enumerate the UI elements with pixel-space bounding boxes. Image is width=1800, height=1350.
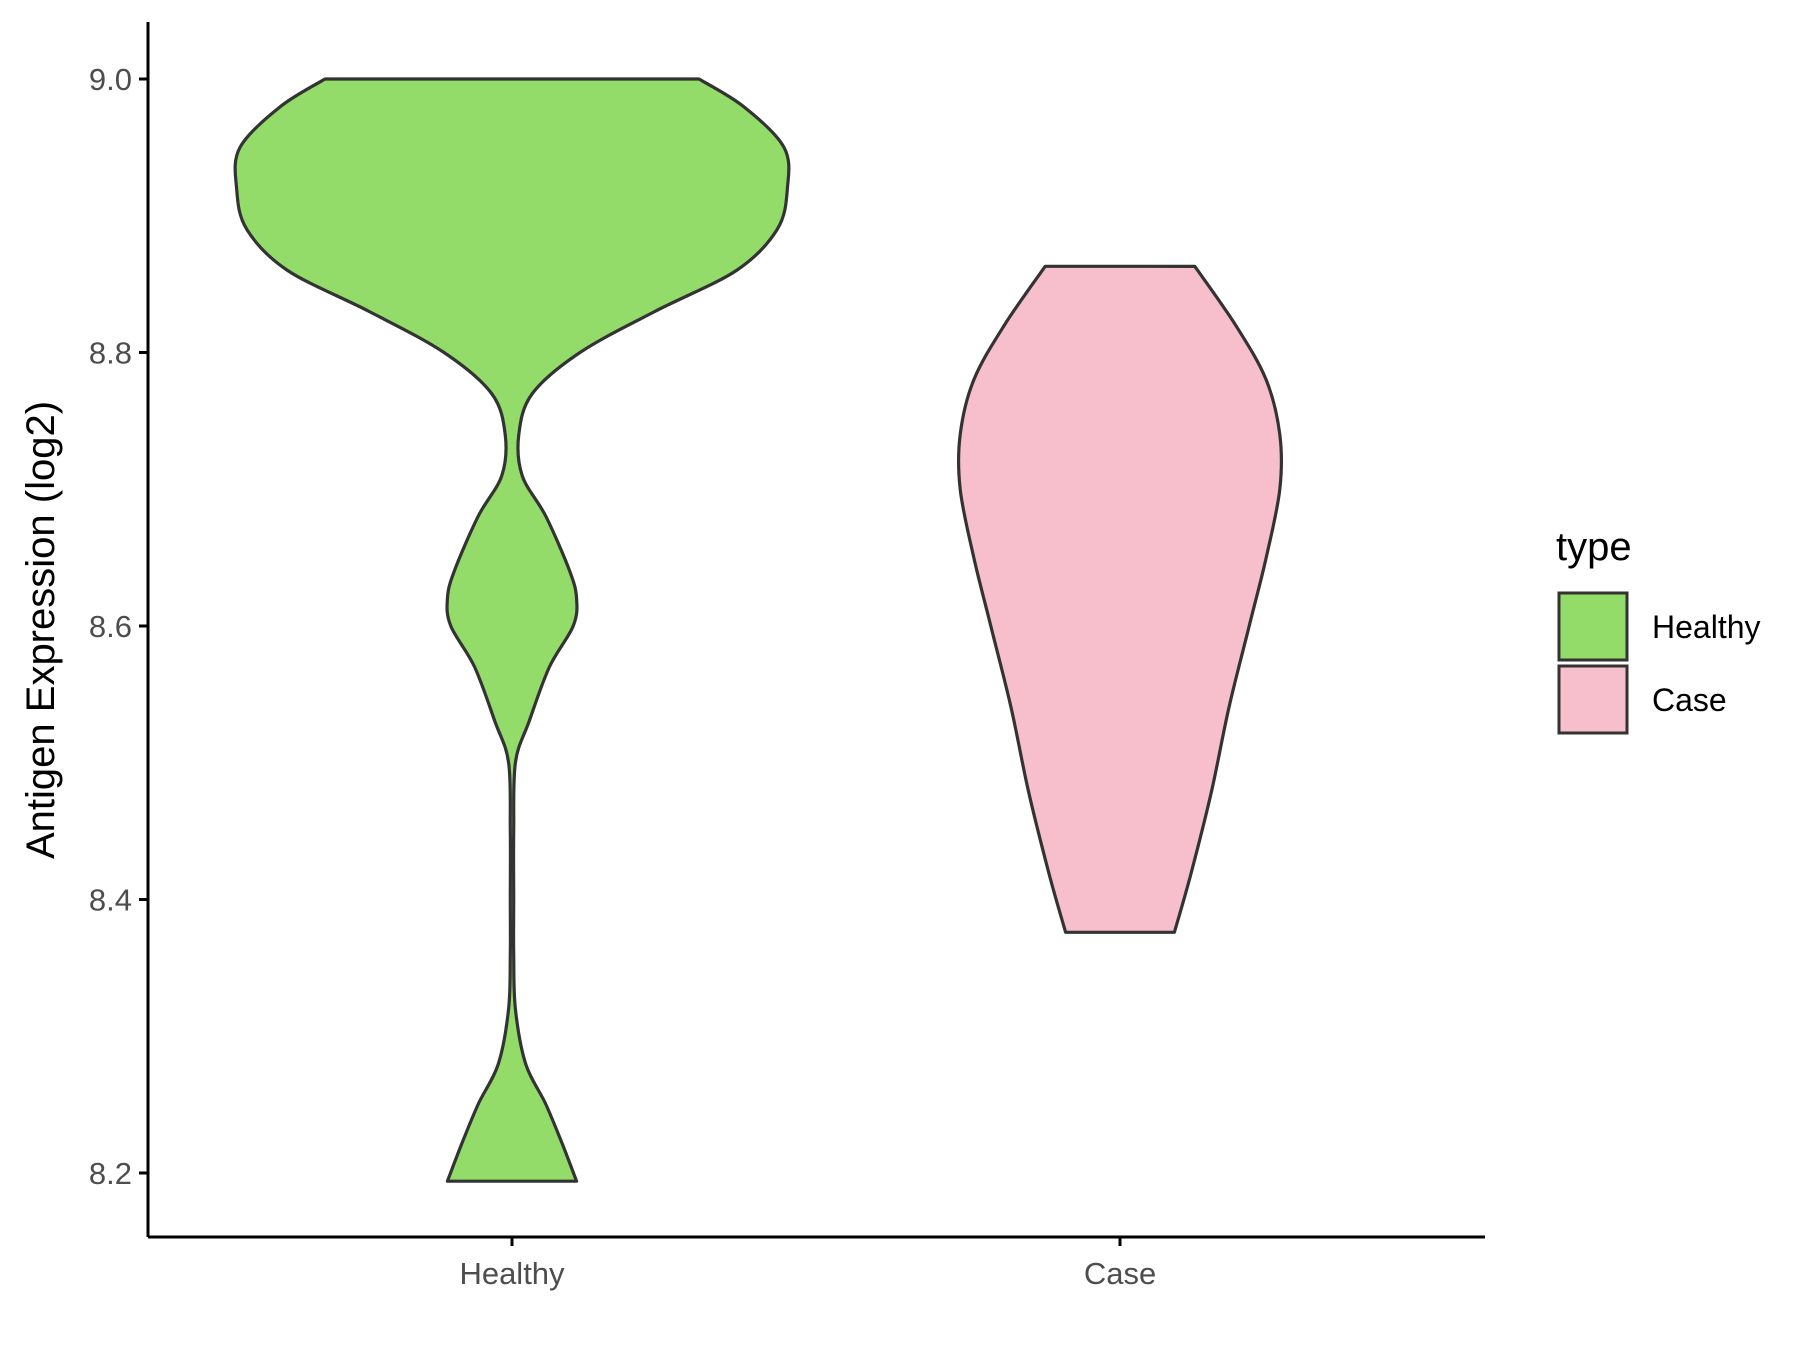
violin-layer [233, 77, 1284, 1183]
legend-key-case [1557, 664, 1629, 735]
y-tick-label: 8.8 [89, 336, 132, 371]
legend-key-healthy [1557, 591, 1629, 662]
violin-healthy [233, 77, 791, 1183]
legend: type Healthy Case [1556, 525, 1761, 735]
y-tick-label: 8.2 [89, 1156, 132, 1191]
y-tick-label: 8.6 [89, 609, 132, 644]
y-tick-label: 8.4 [89, 883, 132, 918]
y-axis-ticks: 8.2 8.4 8.6 8.8 9.0 [89, 62, 148, 1191]
x-tick-label-case: Case [1084, 1256, 1156, 1291]
legend-label-healthy: Healthy [1652, 609, 1761, 645]
legend-label-case: Case [1652, 682, 1727, 718]
y-axis-title: Antigen Expression (log2) [19, 401, 63, 859]
x-axis-ticks: Healthy Case [459, 1237, 1156, 1291]
violin-case [956, 264, 1284, 934]
y-tick-label: 9.0 [89, 62, 132, 97]
legend-title: type [1556, 525, 1632, 569]
x-tick-label-healthy: Healthy [459, 1256, 565, 1291]
